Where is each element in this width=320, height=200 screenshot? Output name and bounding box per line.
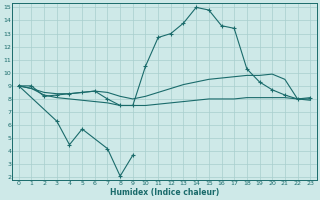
X-axis label: Humidex (Indice chaleur): Humidex (Indice chaleur) xyxy=(110,188,219,197)
